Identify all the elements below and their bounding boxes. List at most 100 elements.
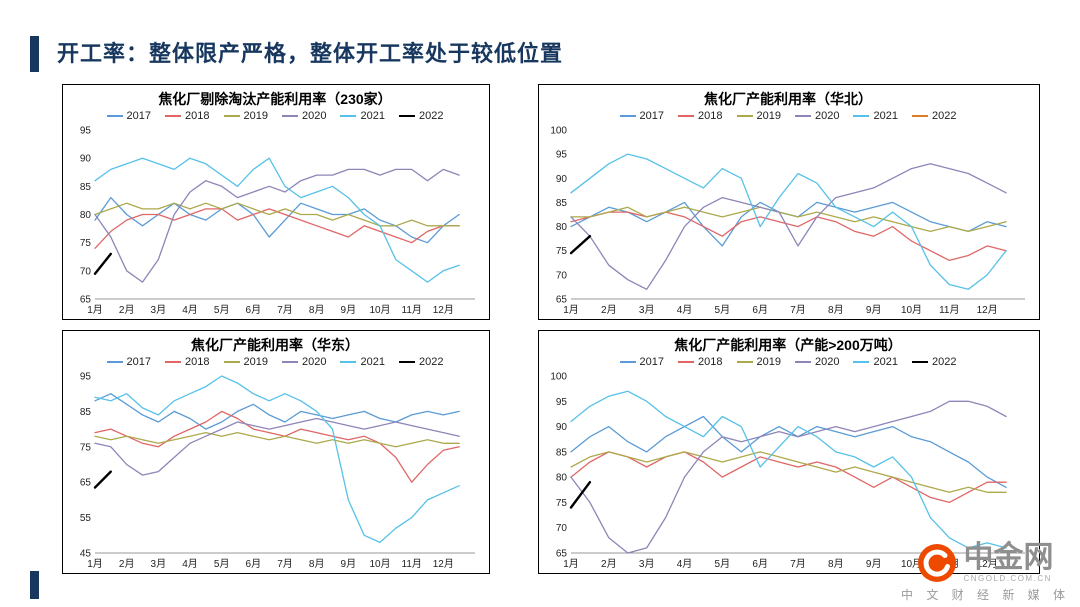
svg-text:2月: 2月 [601, 558, 617, 570]
svg-text:9月: 9月 [866, 558, 882, 570]
legend-item-2020: 2020 [282, 356, 326, 368]
legend-swatch [911, 115, 928, 117]
svg-text:11月: 11月 [402, 558, 422, 570]
svg-text:4月: 4月 [182, 304, 198, 316]
legend-label: 2022 [418, 110, 444, 122]
chart-panel-coking-230: 焦化厂剔除淘汰产能利用率（230家） 2017 2018 2019 2020 2021 2… [62, 84, 490, 320]
svg-text:4月: 4月 [182, 558, 198, 570]
svg-text:80: 80 [556, 222, 568, 233]
svg-text:8月: 8月 [309, 304, 325, 316]
legend-item-2017: 2017 [619, 356, 665, 368]
legend-swatch [736, 115, 753, 117]
svg-text:7月: 7月 [277, 558, 293, 570]
legend-item-2019: 2019 [736, 356, 781, 368]
svg-text:3月: 3月 [151, 558, 167, 570]
legend-item-2017: 2017 [106, 110, 152, 122]
legend-item-2019: 2019 [736, 110, 781, 122]
svg-text:90: 90 [80, 154, 92, 165]
legend-swatch [678, 115, 695, 117]
legend-label: 2022 [931, 356, 957, 368]
legend-label: 2017 [639, 356, 665, 368]
svg-text:85: 85 [80, 407, 92, 418]
legend-label: 2021 [873, 110, 898, 122]
svg-text:1月: 1月 [563, 558, 579, 570]
svg-text:75: 75 [556, 498, 568, 509]
svg-text:65: 65 [556, 295, 568, 306]
svg-text:5月: 5月 [214, 558, 230, 570]
svg-text:7月: 7月 [277, 304, 293, 316]
line-chart: 65 70 75 80 85 90 95 100 1月 2月 3月 4月 5月 6月 7月 8月 9月 10月 11… [550, 126, 1025, 316]
legend-swatch [619, 115, 636, 117]
legend-swatch [795, 361, 811, 363]
svg-text:5月: 5月 [715, 558, 731, 570]
legend-label: 2019 [243, 110, 268, 122]
svg-text:11月: 11月 [939, 304, 959, 316]
svg-text:1月: 1月 [563, 304, 579, 316]
legend-swatch [106, 115, 123, 117]
svg-text:70: 70 [556, 270, 568, 281]
svg-text:2月: 2月 [601, 304, 617, 316]
legend-item-2017: 2017 [619, 110, 665, 122]
watermark: 中金网 CNGOLD.COM.CN 中 文 财 经 新 媒 体 [901, 543, 1070, 603]
legend-label: 2017 [126, 110, 152, 122]
svg-text:100: 100 [550, 372, 567, 383]
chart-legend: 2017 2018 2019 2020 2021 2022 [65, 354, 485, 370]
legend-label: 2021 [360, 356, 385, 368]
legend-item-2022: 2022 [911, 110, 956, 122]
legend-label: 2020 [815, 356, 840, 368]
svg-text:12月: 12月 [433, 558, 454, 570]
svg-text:6月: 6月 [752, 304, 768, 316]
svg-text:1月: 1月 [87, 558, 103, 570]
svg-text:1月: 1月 [87, 304, 103, 316]
charts-grid: 焦化厂剔除淘汰产能利用率（230家） 2017 2018 2019 2020 2021 2… [62, 84, 1040, 574]
legend-item-2017: 2017 [106, 356, 151, 368]
legend-swatch [619, 361, 636, 363]
legend-label: 2019 [756, 110, 781, 122]
chart-legend: 2017 2018 2019 2020 2021 2022 [541, 354, 1035, 370]
accent-bar-bottom [30, 571, 39, 599]
chart-legend: 2017 2018 2019 2020 2021 2022 [541, 108, 1035, 124]
legend-label: 2021 [873, 356, 898, 368]
legend-item-2022: 2022 [911, 356, 957, 368]
legend-swatch [340, 361, 357, 363]
legend-swatch [282, 361, 298, 363]
svg-text:5月: 5月 [214, 304, 230, 316]
legend-item-2022: 2022 [398, 110, 444, 122]
legend-label: 2017 [639, 110, 665, 122]
svg-text:65: 65 [80, 478, 92, 489]
chart-title: 焦化厂产能利用率（产能>200万吨） [674, 337, 902, 353]
svg-text:3月: 3月 [151, 304, 167, 316]
legend-swatch [853, 361, 870, 363]
svg-text:2月: 2月 [119, 558, 135, 570]
svg-text:85: 85 [80, 182, 92, 193]
page-title: 开工率：整体限产严格，整体开工率处于较低位置 [57, 41, 564, 66]
svg-text:4月: 4月 [677, 304, 693, 316]
svg-text:9月: 9月 [341, 558, 357, 570]
legend-swatch [165, 361, 182, 363]
svg-text:10月: 10月 [901, 304, 922, 316]
svg-text:8月: 8月 [828, 558, 844, 570]
legend-label: 2018 [185, 110, 210, 122]
svg-text:85: 85 [556, 198, 568, 209]
chart-panel-east-china: 焦化厂产能利用率（华东） 2017 2018 2019 2020 2021 2022 45… [62, 330, 490, 574]
svg-text:11月: 11月 [402, 304, 422, 316]
chart-panel-north-china: 焦化厂产能利用率（华北） 2017 2018 2019 2020 2021 2022 65… [538, 84, 1040, 320]
svg-text:75: 75 [80, 238, 92, 249]
svg-text:10月: 10月 [369, 558, 390, 570]
legend-swatch [795, 115, 811, 117]
legend-swatch [223, 115, 240, 117]
legend-swatch [853, 115, 870, 117]
svg-text:5月: 5月 [715, 304, 731, 316]
watermark-brand: 中金网 [963, 541, 1054, 574]
svg-text:95: 95 [80, 126, 92, 137]
legend-item-2020: 2020 [795, 110, 839, 122]
svg-text:3月: 3月 [639, 558, 655, 570]
svg-text:7月: 7月 [790, 304, 806, 316]
legend-label: 2018 [698, 110, 723, 122]
legend-swatch [398, 361, 415, 363]
legend-item-2018: 2018 [678, 110, 723, 122]
legend-swatch [165, 115, 182, 117]
legend-item-2022: 2022 [398, 356, 443, 368]
legend-label: 2020 [302, 356, 327, 368]
